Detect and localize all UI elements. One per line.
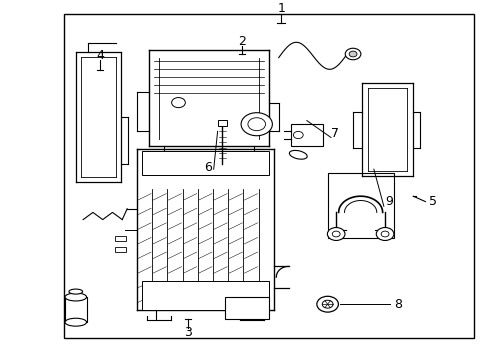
Bar	[115, 236, 125, 241]
Circle shape	[345, 48, 360, 60]
Circle shape	[348, 51, 356, 57]
Text: 5: 5	[428, 195, 436, 208]
Circle shape	[376, 228, 393, 240]
Text: 3: 3	[184, 327, 192, 339]
Text: 8: 8	[394, 298, 402, 311]
Text: 6: 6	[203, 161, 211, 174]
Bar	[142, 151, 268, 175]
Bar	[115, 247, 125, 252]
Bar	[65, 297, 86, 322]
Bar	[327, 173, 393, 238]
Bar	[290, 124, 322, 146]
Ellipse shape	[65, 293, 86, 301]
Circle shape	[247, 118, 265, 131]
Bar	[224, 297, 268, 319]
Ellipse shape	[65, 318, 86, 326]
Circle shape	[316, 296, 338, 312]
Circle shape	[293, 131, 303, 139]
Circle shape	[241, 113, 272, 136]
Text: 1: 1	[277, 3, 285, 15]
Bar	[217, 120, 227, 126]
Circle shape	[381, 231, 388, 237]
Circle shape	[332, 231, 339, 237]
Ellipse shape	[289, 150, 306, 159]
Circle shape	[171, 98, 185, 108]
Circle shape	[322, 300, 332, 308]
Text: 4: 4	[96, 49, 104, 62]
Bar	[142, 281, 268, 310]
Text: 7: 7	[330, 127, 338, 140]
Text: 2: 2	[238, 35, 245, 48]
Ellipse shape	[69, 289, 82, 294]
Circle shape	[326, 228, 345, 240]
Text: 9: 9	[384, 195, 392, 208]
Bar	[63, 14, 473, 338]
